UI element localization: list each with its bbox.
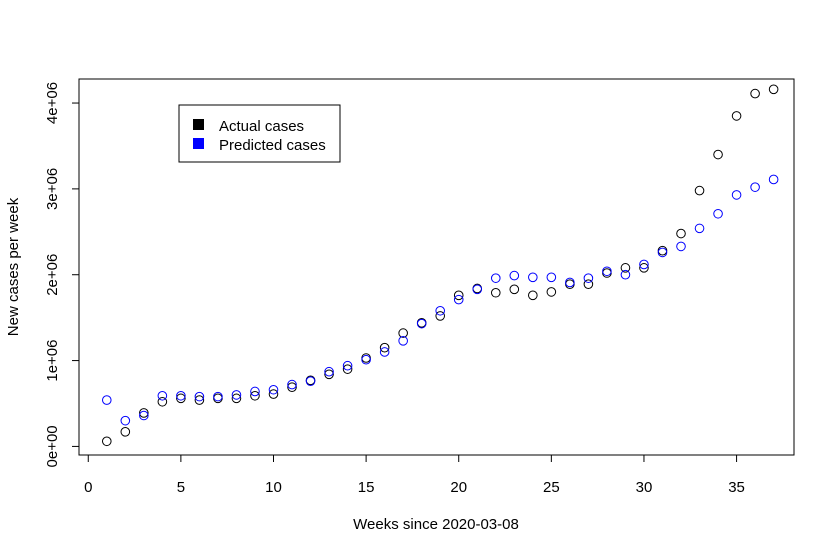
point-actual — [453, 290, 464, 301]
point-predicted — [602, 266, 612, 277]
y-axis-title: New cases per week — [5, 197, 22, 336]
x-tick-label: 30 — [636, 479, 653, 496]
x-tick-label: 20 — [450, 479, 467, 496]
point-actual — [231, 393, 242, 404]
x-axis-title: Weeks since 2020-03-08 — [353, 516, 519, 533]
point-predicted — [750, 182, 760, 192]
x-axis: 0 5 10 15 20 25 30 35 — [84, 454, 745, 496]
point-actual — [676, 228, 686, 239]
point-actual — [287, 382, 297, 392]
point-predicted — [472, 284, 483, 295]
point-actual — [750, 88, 760, 99]
point-predicted — [565, 277, 575, 288]
point-actual — [768, 84, 779, 95]
point-actual — [120, 427, 131, 437]
point-actual — [194, 395, 205, 405]
point-predicted — [416, 318, 427, 329]
point-predicted — [101, 395, 112, 405]
point-actual — [731, 111, 742, 121]
point-predicted — [453, 294, 464, 305]
point-actual — [176, 393, 186, 404]
point-actual — [639, 263, 649, 273]
point-actual — [101, 436, 112, 447]
point-predicted — [657, 247, 668, 258]
x-tick-label: 35 — [728, 479, 745, 496]
point-actual — [139, 408, 149, 418]
point-actual — [620, 263, 631, 273]
point-predicted — [120, 415, 131, 426]
point-predicted — [379, 347, 390, 357]
point-predicted — [435, 305, 446, 316]
point-predicted — [639, 259, 649, 270]
legend-swatch-actual — [193, 119, 204, 130]
point-actual — [379, 342, 390, 353]
point-predicted — [713, 208, 723, 219]
point-predicted — [157, 390, 168, 401]
point-predicted — [139, 410, 149, 421]
y-tick-label: 3e+06 — [44, 168, 61, 210]
point-predicted — [231, 390, 242, 400]
legend-label-predicted: Predicted cases — [219, 137, 326, 154]
x-tick-label: 5 — [177, 479, 185, 496]
point-actual — [509, 284, 520, 295]
point-actual — [435, 311, 446, 321]
point-predicted — [583, 273, 594, 283]
point-predicted — [528, 272, 538, 283]
legend: Actual cases Predicted cases — [178, 104, 341, 163]
point-predicted — [546, 272, 557, 283]
point-actual — [694, 185, 705, 196]
point-predicted — [768, 174, 779, 185]
point-predicted — [509, 270, 520, 281]
point-predicted — [213, 391, 223, 402]
legend-label-actual: Actual cases — [219, 118, 304, 135]
point-predicted — [250, 386, 260, 397]
point-actual — [157, 396, 168, 407]
x-tick-label: 25 — [543, 479, 560, 496]
point-predicted — [287, 379, 297, 390]
point-actual — [250, 390, 260, 401]
point-predicted — [268, 384, 279, 395]
point-actual — [324, 369, 334, 380]
point-predicted — [361, 354, 371, 365]
point-actual — [583, 279, 594, 289]
point-predicted — [305, 376, 316, 386]
data-points — [101, 84, 779, 447]
legend-box — [178, 104, 341, 163]
point-predicted — [694, 223, 705, 234]
y-tick-label: 4e+06 — [44, 82, 61, 124]
y-tick-label: 0e+00 — [44, 425, 61, 467]
point-actual — [398, 328, 408, 338]
point-actual — [342, 364, 353, 374]
point-predicted — [676, 241, 686, 252]
y-axis: 0e+00 1e+06 2e+06 3e+06 4e+06 — [44, 82, 80, 467]
x-tick-label: 10 — [265, 479, 282, 496]
point-predicted — [176, 390, 186, 401]
point-actual — [528, 290, 538, 301]
x-tick-label: 0 — [84, 479, 92, 496]
y-tick-label: 2e+06 — [44, 254, 61, 296]
point-predicted — [342, 360, 353, 371]
point-predicted — [398, 336, 408, 346]
point-predicted — [620, 269, 631, 280]
point-actual — [546, 287, 557, 297]
point-predicted — [490, 273, 501, 283]
y-tick-label: 1e+06 — [44, 340, 61, 382]
point-predicted — [194, 391, 205, 402]
point-actual — [713, 149, 723, 160]
point-predicted — [731, 190, 742, 200]
point-actual — [268, 389, 279, 399]
legend-swatch-predicted — [193, 138, 204, 149]
point-predicted — [324, 366, 334, 377]
x-tick-label: 15 — [358, 479, 375, 496]
point-actual — [490, 287, 501, 298]
